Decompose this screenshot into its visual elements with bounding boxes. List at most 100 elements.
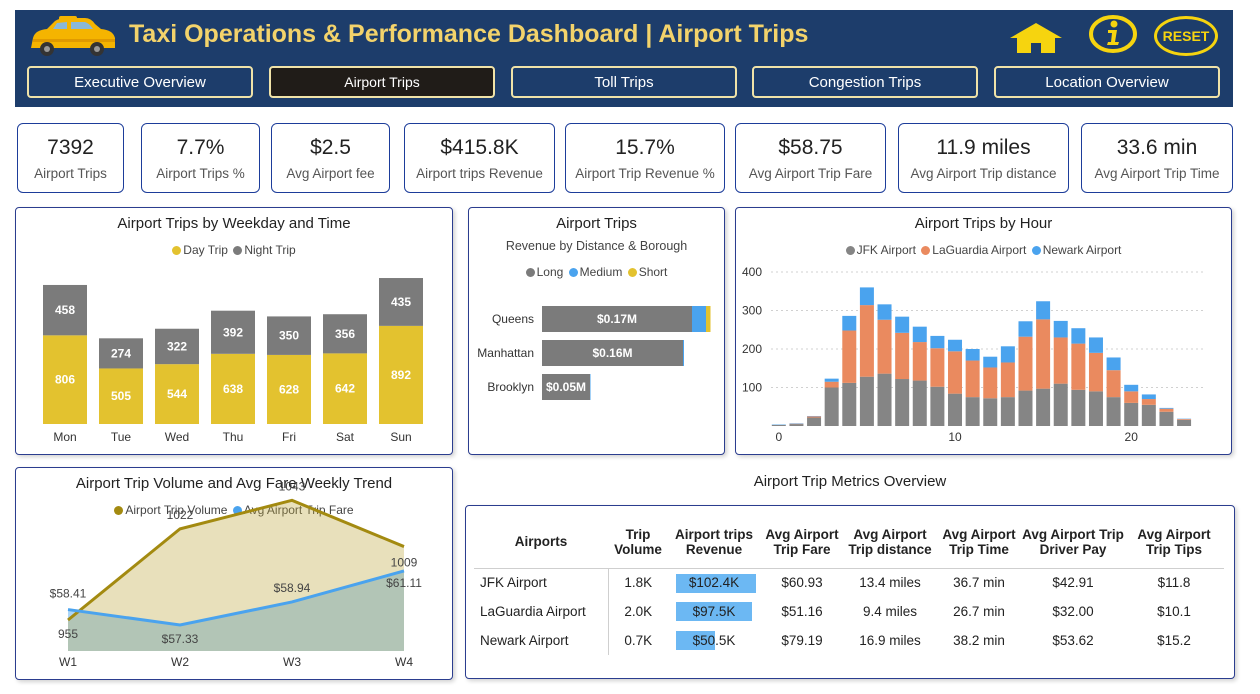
label-night-sun: 435	[391, 295, 411, 309]
cell-distance: 16.9 miles	[859, 633, 921, 648]
kpi-avg-trip-distance: 11.9 miles Avg Airport Trip distance	[898, 123, 1069, 193]
label-volume-w3: 1043	[279, 479, 306, 493]
legend-volume: Airport Trip Volume	[125, 503, 228, 517]
tab-label: Executive Overview	[74, 73, 206, 91]
line-fare	[67, 569, 405, 627]
kpi-value: $2.5	[310, 136, 351, 159]
bar-jfk-h11	[965, 397, 980, 426]
bar-night-wed	[155, 328, 199, 365]
metrics-table: Airports Trip Volume Airport trips Reven…	[474, 516, 1224, 655]
line-volume	[67, 498, 405, 622]
kpi-label: Airport trips Revenue	[416, 166, 543, 181]
table-row[interactable]: JFK Airport 1.8K $102.4K $60.93 13.4 mil…	[474, 568, 1224, 597]
col-label: Airports	[514, 534, 568, 550]
weekly-trend-chart: 955 1022 1043 1009 $58.41 $57.33 $58.94 $61.11 W…	[50, 479, 423, 669]
x-tick-tue: Tue	[111, 430, 132, 444]
bar-medium-manhattan	[683, 340, 684, 366]
bar-jfk-h15	[1036, 388, 1051, 426]
y-tick-300: 300	[742, 304, 762, 318]
cell-revenue: $102.4K	[668, 568, 760, 597]
col-label: Trip Volume	[614, 526, 662, 557]
legend-lga: LaGuardia Airport	[932, 243, 1027, 257]
x-tick-w2: W2	[171, 655, 189, 669]
tab-label: Toll Trips	[594, 73, 654, 91]
cell-airport: LaGuardia Airport	[474, 597, 609, 626]
bar-jfk-h8	[912, 380, 927, 426]
bar-laguardia-h8	[912, 342, 927, 381]
cell-airport: JFK Airport	[474, 568, 609, 597]
bar-day-sat	[323, 353, 367, 424]
bar-jfk-h4	[842, 382, 857, 426]
x-tick-wed: Wed	[165, 430, 189, 444]
bar-laguardia-h14	[1018, 336, 1033, 391]
label-night-mon: 458	[55, 303, 75, 317]
reset-button[interactable]: RESET	[1154, 16, 1218, 56]
col-airports: Airports	[474, 516, 608, 568]
tab-label: Airport Trips	[344, 74, 420, 90]
bar-night-fri	[267, 316, 311, 355]
label-volume-w1: 955	[58, 627, 78, 641]
bar-newark-h7	[895, 316, 910, 333]
x-tick-thu: Thu	[223, 430, 244, 444]
cell-tips: $11.8	[1157, 575, 1191, 591]
legend-long: Long	[536, 265, 564, 279]
bar-medium-brooklyn	[590, 374, 591, 400]
x-tick-w4: W4	[395, 655, 413, 669]
tab-location-overview[interactable]: Location Overview	[994, 66, 1220, 98]
bar-newark-h5	[859, 287, 874, 306]
legend-long-dot	[525, 268, 535, 277]
cell-distance: 9.4 miles	[862, 604, 918, 619]
legend-day-dot	[172, 246, 182, 255]
bar-laguardia-h18	[1088, 352, 1103, 392]
table-row[interactable]: LaGuardia Airport 2.0K $97.5K $51.16 9.4…	[474, 597, 1224, 626]
home-icon[interactable]	[1009, 22, 1063, 54]
bar-jfk-h5	[859, 376, 874, 426]
bar-laguardia-h20	[1124, 391, 1139, 403]
kpi-avg-airport-fee: $2.5 Avg Airport fee	[271, 123, 390, 193]
info-icon[interactable]	[1088, 15, 1138, 53]
col-avg-fare: Avg Airport Trip Fare	[760, 516, 844, 568]
col-trip-volume: Trip Volume	[608, 516, 668, 568]
chart-title: Airport Trips by Weekday and Time	[117, 215, 351, 232]
cell-tips: $10.1	[1157, 604, 1191, 619]
cell-volume: 2.0K	[624, 604, 653, 619]
hour-chart: 100 200 300 400 0 10 20	[742, 265, 1206, 444]
revenue-value: $97.5K	[692, 604, 736, 619]
bar-laguardia-h22	[1159, 408, 1174, 412]
kpi-label: Avg Airport fee	[286, 166, 375, 181]
bar-night-thu	[211, 310, 255, 354]
label-fare-w3: $58.94	[274, 581, 311, 595]
cell-fare: $60.93	[781, 575, 823, 591]
tab-executive-overview[interactable]: Executive Overview	[27, 66, 253, 98]
bar-newark-h13	[1000, 346, 1015, 363]
col-driver-pay: Avg Airport Trip Driver Pay	[1022, 516, 1124, 568]
bar-newark-h6	[877, 304, 892, 320]
y-tick-100: 100	[742, 381, 762, 395]
legend-fare-dot	[232, 506, 242, 515]
bar-laguardia-h17	[1071, 343, 1086, 390]
chart-subtitle: Revenue by Distance & Borough	[505, 239, 688, 253]
label-volume-w2: 1022	[167, 508, 194, 522]
tab-toll-trips[interactable]: Toll Trips	[511, 66, 737, 98]
label-night-tue: 274	[111, 346, 131, 360]
table-row[interactable]: Newark Airport 0.7K $50.5K $79.19 16.9 m…	[474, 626, 1224, 655]
x-tick-w3: W3	[283, 655, 301, 669]
table-header-row: Airports Trip Volume Airport trips Reven…	[474, 516, 1224, 568]
legend-short-dot	[627, 268, 637, 277]
metrics-table-panel: Airports Trip Volume Airport trips Reven…	[465, 505, 1235, 679]
bar-jfk-h7	[895, 379, 910, 426]
tab-congestion-trips[interactable]: Congestion Trips	[752, 66, 978, 98]
label-day-sun: 892	[391, 368, 411, 382]
kpi-label: Airport Trips	[34, 166, 107, 181]
bar-day-mon	[43, 335, 87, 424]
kpi-value: 33.6 min	[1116, 136, 1198, 159]
tab-airport-trips[interactable]: Airport Trips	[269, 66, 495, 98]
bar-newark-h15	[1036, 301, 1051, 320]
col-label: Avg Airport Trip Time	[942, 526, 1016, 557]
chart-legend: Day Trip Night Trip	[16, 243, 452, 257]
label-total-queens: $0.17M	[597, 312, 637, 326]
cell-time: 38.2 min	[953, 633, 1005, 648]
kpi-label: Airport Trips %	[156, 166, 245, 181]
cell-revenue: $97.5K	[668, 597, 760, 626]
bar-laguardia-h12	[983, 367, 998, 399]
